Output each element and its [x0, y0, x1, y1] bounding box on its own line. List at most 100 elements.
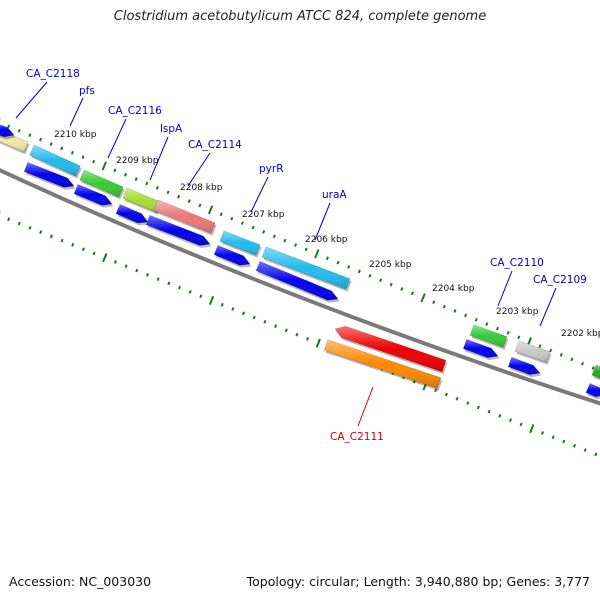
- gene-label[interactable]: CA_C2116: [107, 105, 162, 159]
- gene-leader-line: [539, 287, 557, 327]
- accession-label: Accession: NC_003030: [9, 574, 152, 589]
- ruler-tick: [284, 328, 288, 333]
- cds-arrow[interactable]: [507, 356, 542, 378]
- ruler-tick: [208, 295, 215, 306]
- ruler-tick: [357, 269, 361, 274]
- ruler-tick: [188, 290, 192, 294]
- ruler-tick: [145, 272, 149, 277]
- ruler-tick: [562, 439, 566, 444]
- gene-label[interactable]: pyrR: [250, 163, 284, 213]
- gene-feature-edge[interactable]: [591, 364, 600, 382]
- ruler-tick: [540, 431, 545, 435]
- ruler-tick: [219, 212, 223, 217]
- ruler-tick: [187, 199, 191, 203]
- ruler-tick: [251, 225, 255, 230]
- ruler-tick: [134, 177, 138, 181]
- gene-feature-pfs[interactable]: [29, 144, 82, 179]
- ruler-tick: [464, 313, 468, 318]
- ruler-tick: [529, 424, 535, 434]
- ruler-tick: [60, 238, 64, 243]
- ruler-tick: [123, 172, 128, 177]
- map-title: Clostridium acetobutylicum ATCC 824, com…: [113, 9, 487, 24]
- ruler-tick: [49, 234, 53, 239]
- cds-arrow[interactable]: [0, 123, 16, 140]
- ruler-tick: [559, 353, 563, 357]
- ruler-tick: [368, 273, 372, 278]
- cds-arrow[interactable]: [585, 383, 600, 400]
- cds-arrow[interactable]: [255, 261, 340, 303]
- ruler-tick: [476, 405, 480, 410]
- ruler-tick: [71, 243, 75, 247]
- gene-label[interactable]: CA_C2118: [15, 68, 80, 119]
- ruler-tick: [177, 285, 182, 290]
- ruler-tick: [240, 221, 244, 225]
- cds-arrow[interactable]: [145, 214, 212, 248]
- ruler-tick: [295, 332, 299, 337]
- ruler-tick: [315, 338, 321, 348]
- gene-label-text: uraA: [322, 189, 347, 201]
- ruler-tick: [336, 260, 340, 265]
- gene-label[interactable]: CA_C2110: [490, 257, 544, 307]
- kbp-tick-label: 2206 kbp: [305, 235, 348, 245]
- gene-feature-lspa[interactable]: [122, 187, 162, 215]
- gene-label[interactable]: CA_C2111: [330, 386, 384, 443]
- gene-label[interactable]: pfs: [69, 85, 95, 127]
- ruler-tick: [252, 315, 256, 320]
- gene-feature-ca-c2111[interactable]: [334, 325, 448, 375]
- ruler-tick: [474, 317, 478, 322]
- gene-label[interactable]: CA_C2114: [187, 139, 242, 187]
- ruler-tick: [517, 335, 521, 340]
- ruler-tick: [81, 155, 85, 160]
- ruler-tick: [594, 452, 598, 457]
- ruler-tick: [113, 260, 117, 264]
- gene-leader-line: [250, 176, 269, 213]
- ruler-tick: [155, 186, 159, 190]
- ruler-tick: [102, 253, 108, 263]
- gene-label[interactable]: lspA: [149, 123, 183, 181]
- ruler-tick: [60, 146, 64, 151]
- ruler-tick: [92, 251, 96, 256]
- ruler-tick: [444, 392, 448, 397]
- gene-feature-ca-c2114[interactable]: [153, 199, 217, 236]
- gene-label-text: CA_C2111: [330, 431, 384, 443]
- ruler-tick: [231, 307, 235, 311]
- kbp-tick-label: 2209 kbp: [116, 156, 159, 166]
- ruler-tick: [506, 331, 510, 335]
- ruler-tick: [263, 319, 267, 324]
- gene-leader-line: [314, 202, 331, 241]
- cds-arrow[interactable]: [213, 245, 252, 268]
- ruler-tick: [28, 133, 32, 138]
- ruler-tick: [7, 217, 11, 222]
- gene-feature-ca-c2110[interactable]: [469, 324, 509, 350]
- ruler-tick: [570, 357, 574, 362]
- gene-feature-ca-c2111-orange[interactable]: [323, 339, 443, 391]
- ruler-tick: [412, 379, 416, 384]
- cds-arrow[interactable]: [462, 338, 500, 361]
- gene-label[interactable]: uraA: [314, 189, 347, 241]
- ruler-tick: [455, 396, 459, 401]
- ruler-tick: [283, 238, 287, 243]
- cds-arrow[interactable]: [23, 162, 76, 190]
- ruler-tick: [434, 388, 438, 393]
- ruler-tick: [551, 435, 555, 440]
- ruler-tick: [580, 361, 585, 366]
- ruler-tick: [519, 422, 523, 427]
- ruler-tick: [495, 326, 500, 331]
- ruler-tick: [389, 282, 393, 287]
- kbp-tick-label: 2210 kbp: [54, 130, 97, 140]
- ruler-tick: [177, 194, 181, 199]
- kbp-tick-label: 2205 kbp: [369, 260, 412, 270]
- ruler-tick: [347, 265, 351, 269]
- gene-label-text: pyrR: [259, 163, 284, 175]
- ruler-tick: [400, 287, 404, 291]
- gene-leader-line: [357, 386, 374, 427]
- gene-feature-uraa[interactable]: [261, 246, 352, 292]
- gene-feature-pyrr[interactable]: [219, 230, 262, 258]
- kbp-tick-label: 2207 kbp: [242, 210, 285, 220]
- gene-feature-ca-c2116[interactable]: [79, 169, 125, 200]
- gene-feature-ca-c2109[interactable]: [514, 340, 552, 365]
- cds-arrow[interactable]: [115, 204, 150, 226]
- cds-arrow[interactable]: [73, 184, 114, 208]
- gene-label[interactable]: CA_C2109: [533, 274, 587, 327]
- ruler-tick: [81, 247, 85, 252]
